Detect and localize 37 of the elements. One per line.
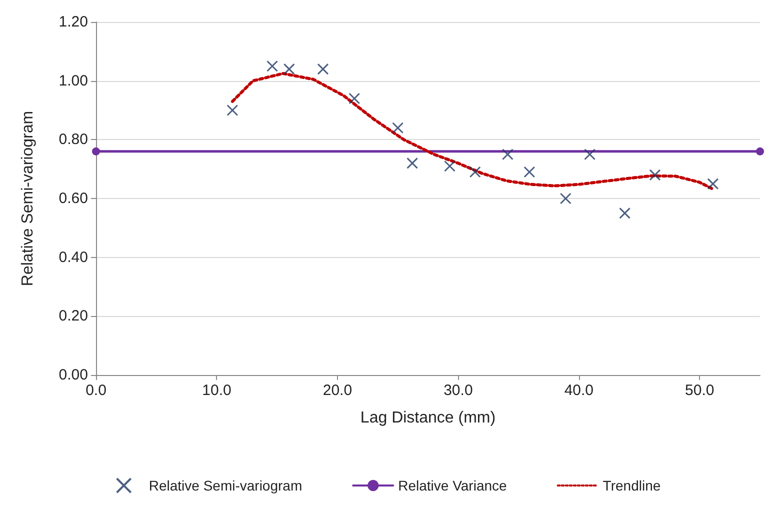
point xyxy=(317,63,329,75)
point xyxy=(469,166,481,178)
y-tick-label: 0.80 xyxy=(58,131,88,148)
x-axis-title: Lag Distance (mm) xyxy=(360,410,496,426)
point xyxy=(266,60,278,72)
x-tick-label: 10.0 xyxy=(202,382,232,399)
x-tick-label: 40.0 xyxy=(564,382,594,399)
point xyxy=(560,192,572,204)
point xyxy=(649,169,661,181)
legend-label: Trendline xyxy=(602,478,661,494)
point xyxy=(92,147,100,156)
y-tick-label: 1.00 xyxy=(58,72,88,90)
point xyxy=(707,178,719,190)
y-tick-label: 0.60 xyxy=(58,190,88,207)
y-tick-label: 0.20 xyxy=(58,308,88,325)
x-tick-label: 20.0 xyxy=(322,382,352,399)
legend-label: Relative Semi-variogram xyxy=(148,478,302,494)
y-tick-label: 0.40 xyxy=(58,248,88,266)
point xyxy=(619,207,631,219)
point xyxy=(348,92,360,104)
point xyxy=(392,122,404,134)
point xyxy=(406,157,418,169)
point xyxy=(502,148,514,160)
legend-label: Relative Variance xyxy=(398,478,508,494)
x-tick-label: 30.0 xyxy=(444,382,473,399)
point xyxy=(524,166,536,178)
point xyxy=(283,63,295,75)
point xyxy=(444,160,456,172)
point xyxy=(756,147,764,156)
line-series xyxy=(230,72,714,191)
y-axis-title: Relative Semi-variogram xyxy=(20,110,36,286)
x-tick-label: 0.0 xyxy=(86,382,106,399)
point xyxy=(226,104,238,116)
y-tick-label: 0.00 xyxy=(58,366,88,384)
point xyxy=(584,148,596,160)
x-tick-label: 50.0 xyxy=(685,382,714,399)
y-tick-label: 1.20 xyxy=(58,14,88,30)
